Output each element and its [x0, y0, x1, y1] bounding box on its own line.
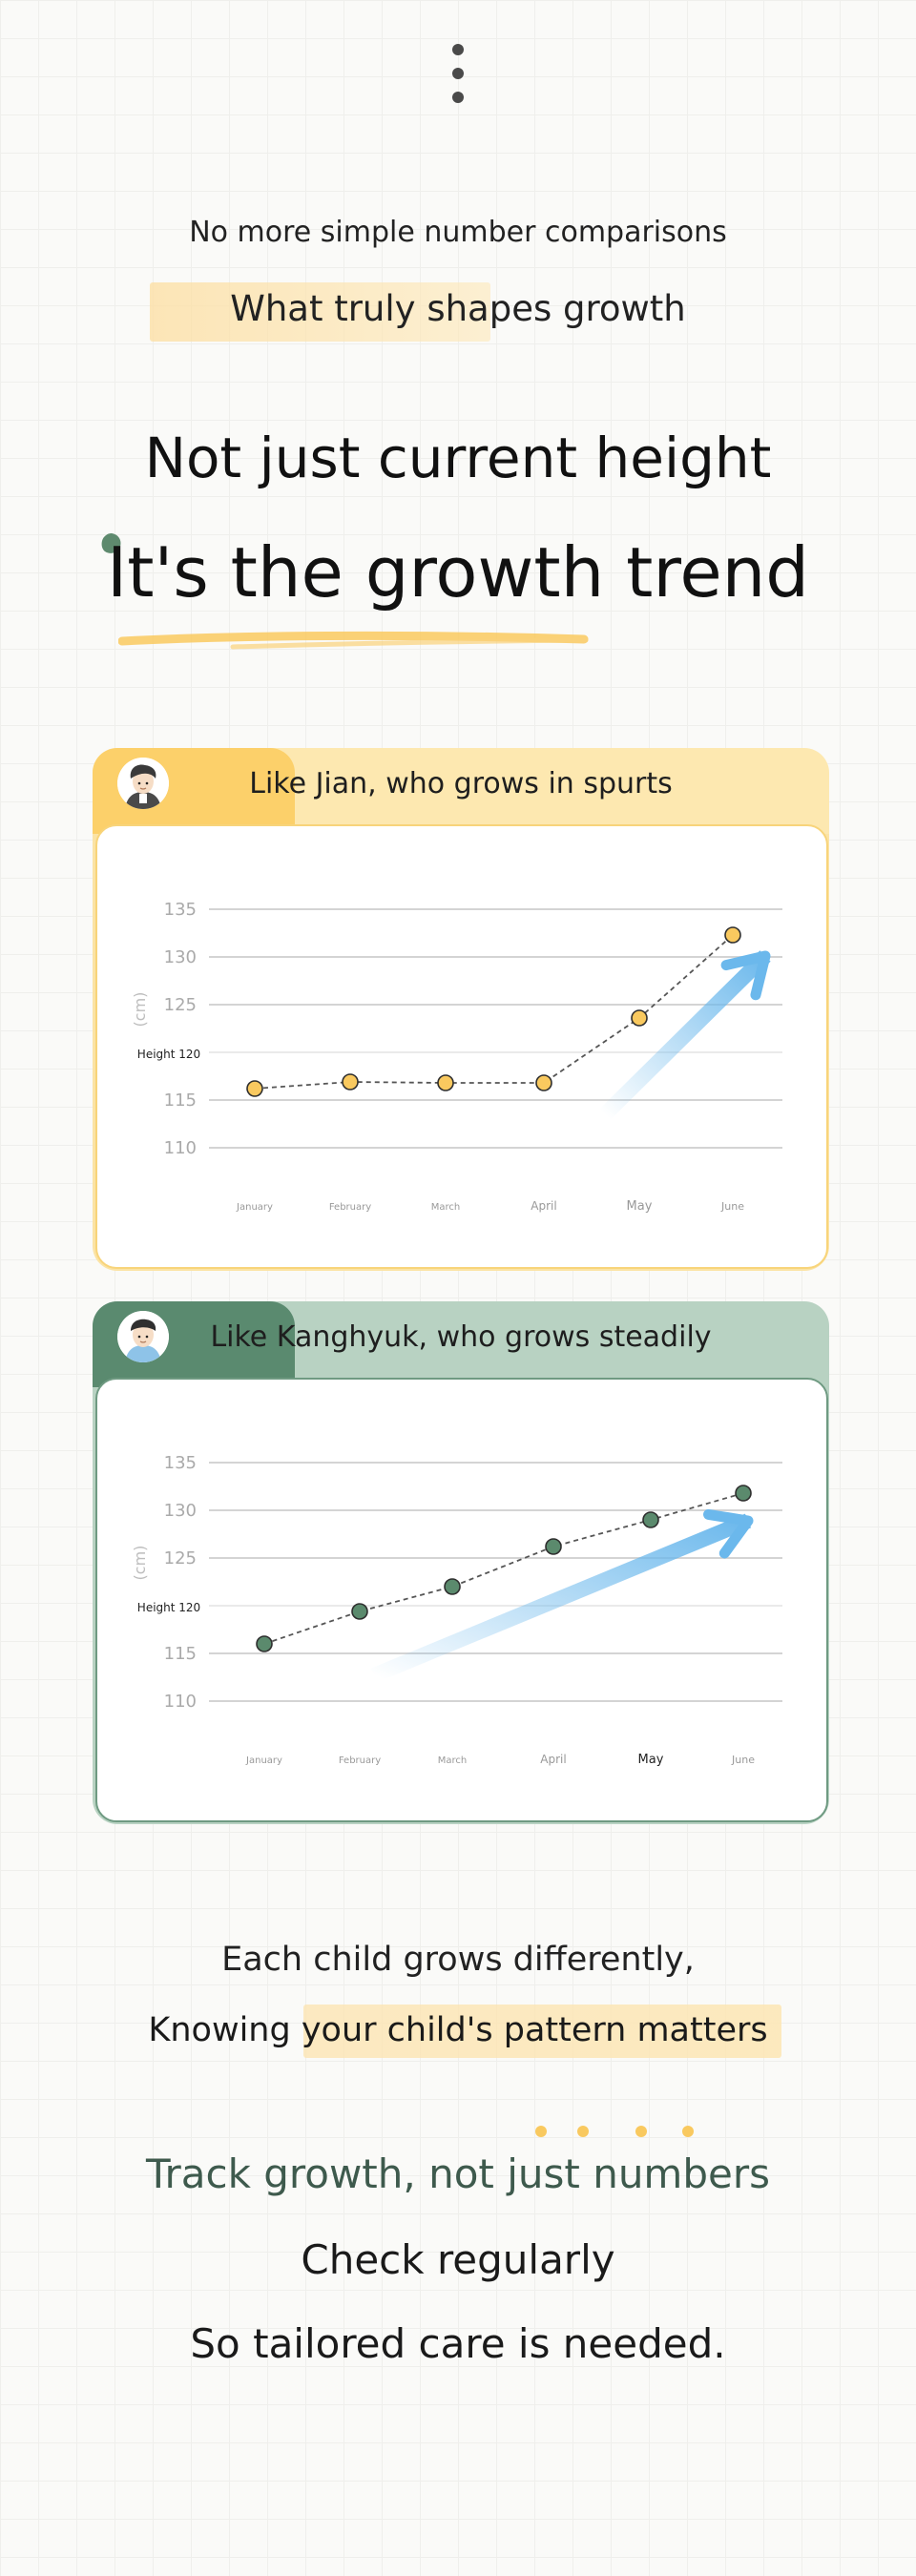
outro-line-1: Each child grows differently,: [221, 1941, 695, 1979]
headline-2: It's the growth trend: [107, 532, 809, 613]
care-text: So tailored care is needed.: [190, 2320, 726, 2367]
trend-arrow: [599, 950, 771, 1120]
data-point: [631, 1009, 648, 1027]
trend-arrow: [370, 1513, 752, 1683]
y-tick-label: 130: [164, 947, 197, 967]
growth-card-steady: Like Kanghyuk, who grows steadily 110 115…: [93, 1301, 829, 1826]
y-axis-label: (cm): [131, 1546, 149, 1581]
x-tick-label: April: [531, 1199, 556, 1213]
x-tick-label: March: [431, 1202, 460, 1213]
data-point: [246, 1080, 263, 1097]
highlight-marker: [303, 2005, 781, 2058]
card-title: Like Jian, who grows in spurts: [249, 767, 673, 800]
x-tick-label: May: [627, 1199, 653, 1214]
trend-arrow-head: [703, 1508, 754, 1559]
data-point: [351, 1603, 368, 1620]
y-tick-label: 125: [164, 995, 197, 1015]
x-tick-label: June: [720, 1200, 744, 1213]
boy-avatar-icon: [117, 1311, 169, 1362]
more-vertical-icon: [452, 44, 464, 115]
y-tick-label: 110: [164, 1692, 197, 1712]
y-tick-label: 125: [164, 1548, 197, 1568]
intro-text: No more simple number comparisons: [189, 216, 727, 249]
y-tick-label: 110: [164, 1138, 197, 1158]
boy-avatar-icon: [117, 758, 169, 809]
headline-1: Not just current height: [144, 426, 772, 490]
y-axis-label: (cm): [131, 992, 149, 1028]
data-point: [437, 1074, 454, 1091]
outro-line-2: Knowing your child's pattern matters: [0, 2011, 916, 2049]
data-point: [642, 1511, 659, 1528]
underline-swoosh: [118, 631, 589, 650]
x-tick-label: January: [245, 1755, 282, 1766]
growth-chart-kanghyuk: 110 115 Height 120 125 130 135 (cm) January Febr…: [131, 1453, 782, 1767]
decorative-dots: [535, 2126, 694, 2137]
data-point: [256, 1635, 273, 1652]
trend-arrow-head: [720, 950, 771, 1001]
data-point: [724, 926, 741, 944]
x-tick-label: April: [540, 1753, 566, 1766]
track-text: Track growth, not just numbers: [145, 2150, 770, 2197]
y-tick-label: 115: [164, 1644, 197, 1664]
outro-line-2-prefix: Knowing: [148, 2011, 302, 2049]
y-tick-label: 135: [164, 1453, 197, 1473]
data-point: [735, 1485, 752, 1502]
data-point: [535, 1074, 552, 1091]
outro-line-2-highlight: your child's pattern matters: [301, 2011, 768, 2049]
chart-panel: 110 115 Height 120 125 130 135 (cm) January Febr…: [95, 824, 828, 1269]
check-text: Check regularly: [301, 2236, 615, 2283]
y-tick-label: 135: [164, 900, 197, 920]
data-point: [342, 1073, 359, 1091]
x-tick-label: February: [329, 1202, 371, 1213]
leaf-dot-icon: [101, 533, 121, 553]
y-tick-label: 115: [164, 1091, 197, 1111]
x-tick-label: June: [731, 1754, 755, 1766]
data-line: [254, 934, 734, 1090]
data-line: [263, 1492, 744, 1645]
x-tick-label: January: [236, 1202, 273, 1213]
x-tick-label: March: [438, 1755, 467, 1766]
card-title: Like Kanghyuk, who grows steadily: [210, 1320, 712, 1354]
data-point: [444, 1578, 461, 1595]
x-tick-label: February: [339, 1755, 381, 1766]
highlight-text: What truly shapes growth: [230, 288, 686, 329]
growth-chart-jian: 110 115 Height 120 125 130 135 (cm) January Febr…: [131, 900, 782, 1214]
chart-panel: 110 115 Height 120 125 130 135 (cm) January Febr…: [95, 1378, 828, 1822]
y-tick-label: Height 120: [137, 1048, 200, 1061]
data-point: [545, 1538, 562, 1555]
highlight-marker: [150, 282, 490, 342]
y-tick-label: Height 120: [137, 1601, 200, 1614]
growth-card-spurts: Like Jian, who grows in spurts 110 115 Hei…: [93, 748, 829, 1273]
x-tick-label: May: [638, 1753, 664, 1767]
y-tick-label: 130: [164, 1501, 197, 1521]
